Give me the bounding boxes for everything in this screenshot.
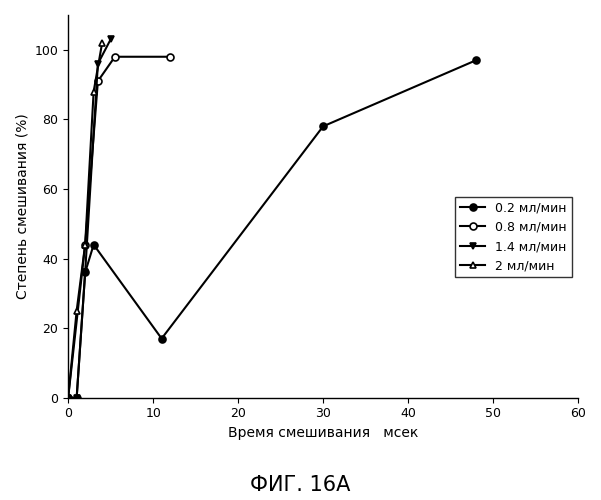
X-axis label: Время смешивания   мсек: Время смешивания мсек [228, 426, 418, 440]
Legend: 0.2 мл/мин, 0.8 мл/мин, 1.4 мл/мин, 2 мл/мин: 0.2 мл/мин, 0.8 мл/мин, 1.4 мл/мин, 2 мл… [455, 196, 572, 278]
Y-axis label: Степень смешивания (%): Степень смешивания (%) [15, 114, 29, 299]
Text: ФИГ. 16А: ФИГ. 16А [250, 475, 351, 495]
